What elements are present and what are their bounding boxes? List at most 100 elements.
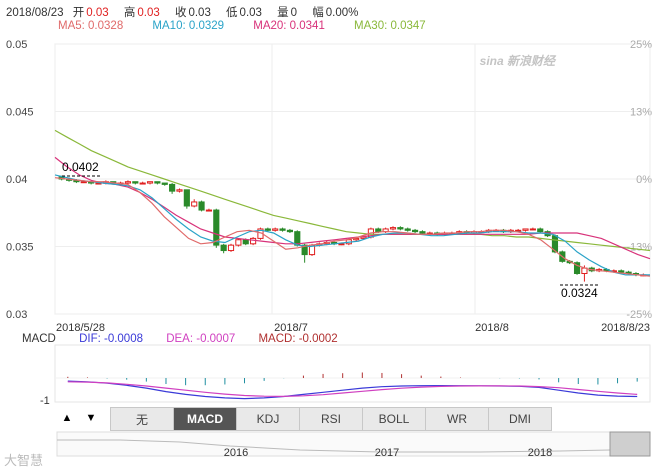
quote-date: 2018/08/23 xyxy=(6,7,64,19)
change-label: 幅 xyxy=(312,7,324,19)
candle-body xyxy=(191,201,198,207)
candle-body xyxy=(419,231,426,234)
timeline-track xyxy=(56,431,651,457)
timeline-year-label: 2017 xyxy=(375,447,399,459)
candle-body xyxy=(161,182,168,185)
candle-body xyxy=(183,189,190,207)
close-label: 收 xyxy=(174,7,187,19)
candle-body xyxy=(522,228,529,231)
low-annotation: 0.0324 xyxy=(561,286,598,300)
candle-body xyxy=(279,228,286,231)
tab-dmi[interactable]: DMI xyxy=(489,407,552,431)
ma10-label: MA10: 0.0329 xyxy=(152,20,225,32)
ma-legend: MA5: 0.0328 MA10: 0.0329 MA20: 0.0341 MA… xyxy=(58,20,452,32)
candle-body xyxy=(80,181,87,184)
candle-body xyxy=(176,189,183,192)
candle-body xyxy=(220,244,227,252)
candle-body xyxy=(286,229,293,233)
timeline-sparkline xyxy=(57,439,611,453)
ma20-label: MA20: 0.0341 xyxy=(253,20,325,32)
candle-body xyxy=(227,244,235,252)
candle-body xyxy=(213,209,220,246)
candle-body xyxy=(264,228,271,231)
ma-line-ma20 xyxy=(54,156,651,260)
macd-value-label: MACD: -0.0002 xyxy=(258,333,338,345)
candle-body xyxy=(198,201,205,211)
y-tick-pct-label: 0% xyxy=(636,174,652,186)
candle-body xyxy=(618,270,625,273)
ma-line-ma5 xyxy=(54,177,651,277)
x-tick-label: 2018/8 xyxy=(475,322,509,334)
candle-body xyxy=(132,181,139,184)
timeline-year-label: 2016 xyxy=(224,447,248,459)
x-tick-label: 2018/7 xyxy=(274,322,308,334)
candle-body xyxy=(529,228,536,231)
tab-rsi[interactable]: RSI xyxy=(300,407,363,431)
ma-line-ma10 xyxy=(54,174,650,276)
macd-legend: MACD DIF: -0.0008 DEA: -0.0007 MACD: -0.… xyxy=(22,333,358,345)
candle-body xyxy=(235,239,242,246)
ma-line-ma30 xyxy=(54,129,651,252)
candle-body xyxy=(412,229,419,233)
macd-y-tick: -1 xyxy=(40,395,50,407)
y-tick-pct-label: 25% xyxy=(630,39,652,51)
dif-label: DIF: -0.0008 xyxy=(79,333,143,345)
candle-body xyxy=(250,237,257,245)
tab-boll[interactable]: BOLL xyxy=(363,407,426,431)
candle-body xyxy=(397,227,404,230)
y-tick-pct-label: 13% xyxy=(630,107,652,119)
candle-body xyxy=(353,237,360,241)
low-label: 低 xyxy=(226,7,238,19)
candle-body xyxy=(124,181,132,184)
volume-label: 量 xyxy=(277,7,289,19)
candle-body xyxy=(146,181,154,184)
tab-macd[interactable]: MACD xyxy=(174,407,237,431)
candle-body xyxy=(375,228,382,233)
y-tick-label: 0.045 xyxy=(6,107,34,119)
y-tick-label: 0.04 xyxy=(6,174,27,186)
y-tick-label: 0.03 xyxy=(6,309,27,321)
indicator-tabs: 无 MACD KDJ RSI BOLL WR DMI xyxy=(110,407,552,431)
scroll-down-button[interactable]: ▼ xyxy=(85,412,97,424)
high-value: 0.03 xyxy=(137,7,160,19)
macd-dea-line xyxy=(67,381,638,398)
macd-title: MACD xyxy=(22,333,56,345)
scroll-up-button[interactable]: ▲ xyxy=(61,412,73,424)
macd-dif-line xyxy=(67,380,638,400)
high-annotation: 0.0402 xyxy=(62,160,99,174)
volume-value: 0 xyxy=(290,7,298,19)
candle-body xyxy=(389,227,397,230)
candle-body xyxy=(301,244,308,256)
low-value: 0.03 xyxy=(239,7,262,19)
y-tick-label: 0.035 xyxy=(6,242,34,254)
open-label: 开 xyxy=(72,7,85,19)
candle-body xyxy=(573,262,581,275)
x-tick-label: 2018/5/28 xyxy=(56,322,105,334)
dea-label: DEA: -0.0007 xyxy=(166,333,236,345)
candle-body xyxy=(242,239,249,245)
macd-frame xyxy=(54,344,651,403)
tab-wr[interactable]: WR xyxy=(426,407,489,431)
high-label: 高 xyxy=(123,7,136,19)
candle-body xyxy=(338,243,345,246)
candle-body xyxy=(272,228,279,231)
candle-body xyxy=(139,182,146,185)
tab-none[interactable]: 无 xyxy=(110,407,174,431)
candle-body xyxy=(537,228,544,233)
close-value: 0.03 xyxy=(188,7,211,19)
candle-body xyxy=(169,183,176,192)
ma5-label: MA5: 0.0328 xyxy=(58,20,124,32)
sina-watermark: sina 新浪财经 xyxy=(479,54,555,68)
x-tick-label: 2018/8/23 xyxy=(601,322,650,334)
candle-body xyxy=(404,228,411,231)
change-value: 0.00% xyxy=(325,7,359,19)
timeline-year-label: 2018 xyxy=(528,447,552,459)
y-tick-pct-label: -25% xyxy=(626,309,652,321)
dazhihui-logo: 大智慧 xyxy=(4,453,44,468)
candle-body xyxy=(205,209,213,212)
open-value: 0.03 xyxy=(86,7,109,19)
y-tick-label: 0.05 xyxy=(6,39,27,51)
tab-kdj[interactable]: KDJ xyxy=(237,407,300,431)
